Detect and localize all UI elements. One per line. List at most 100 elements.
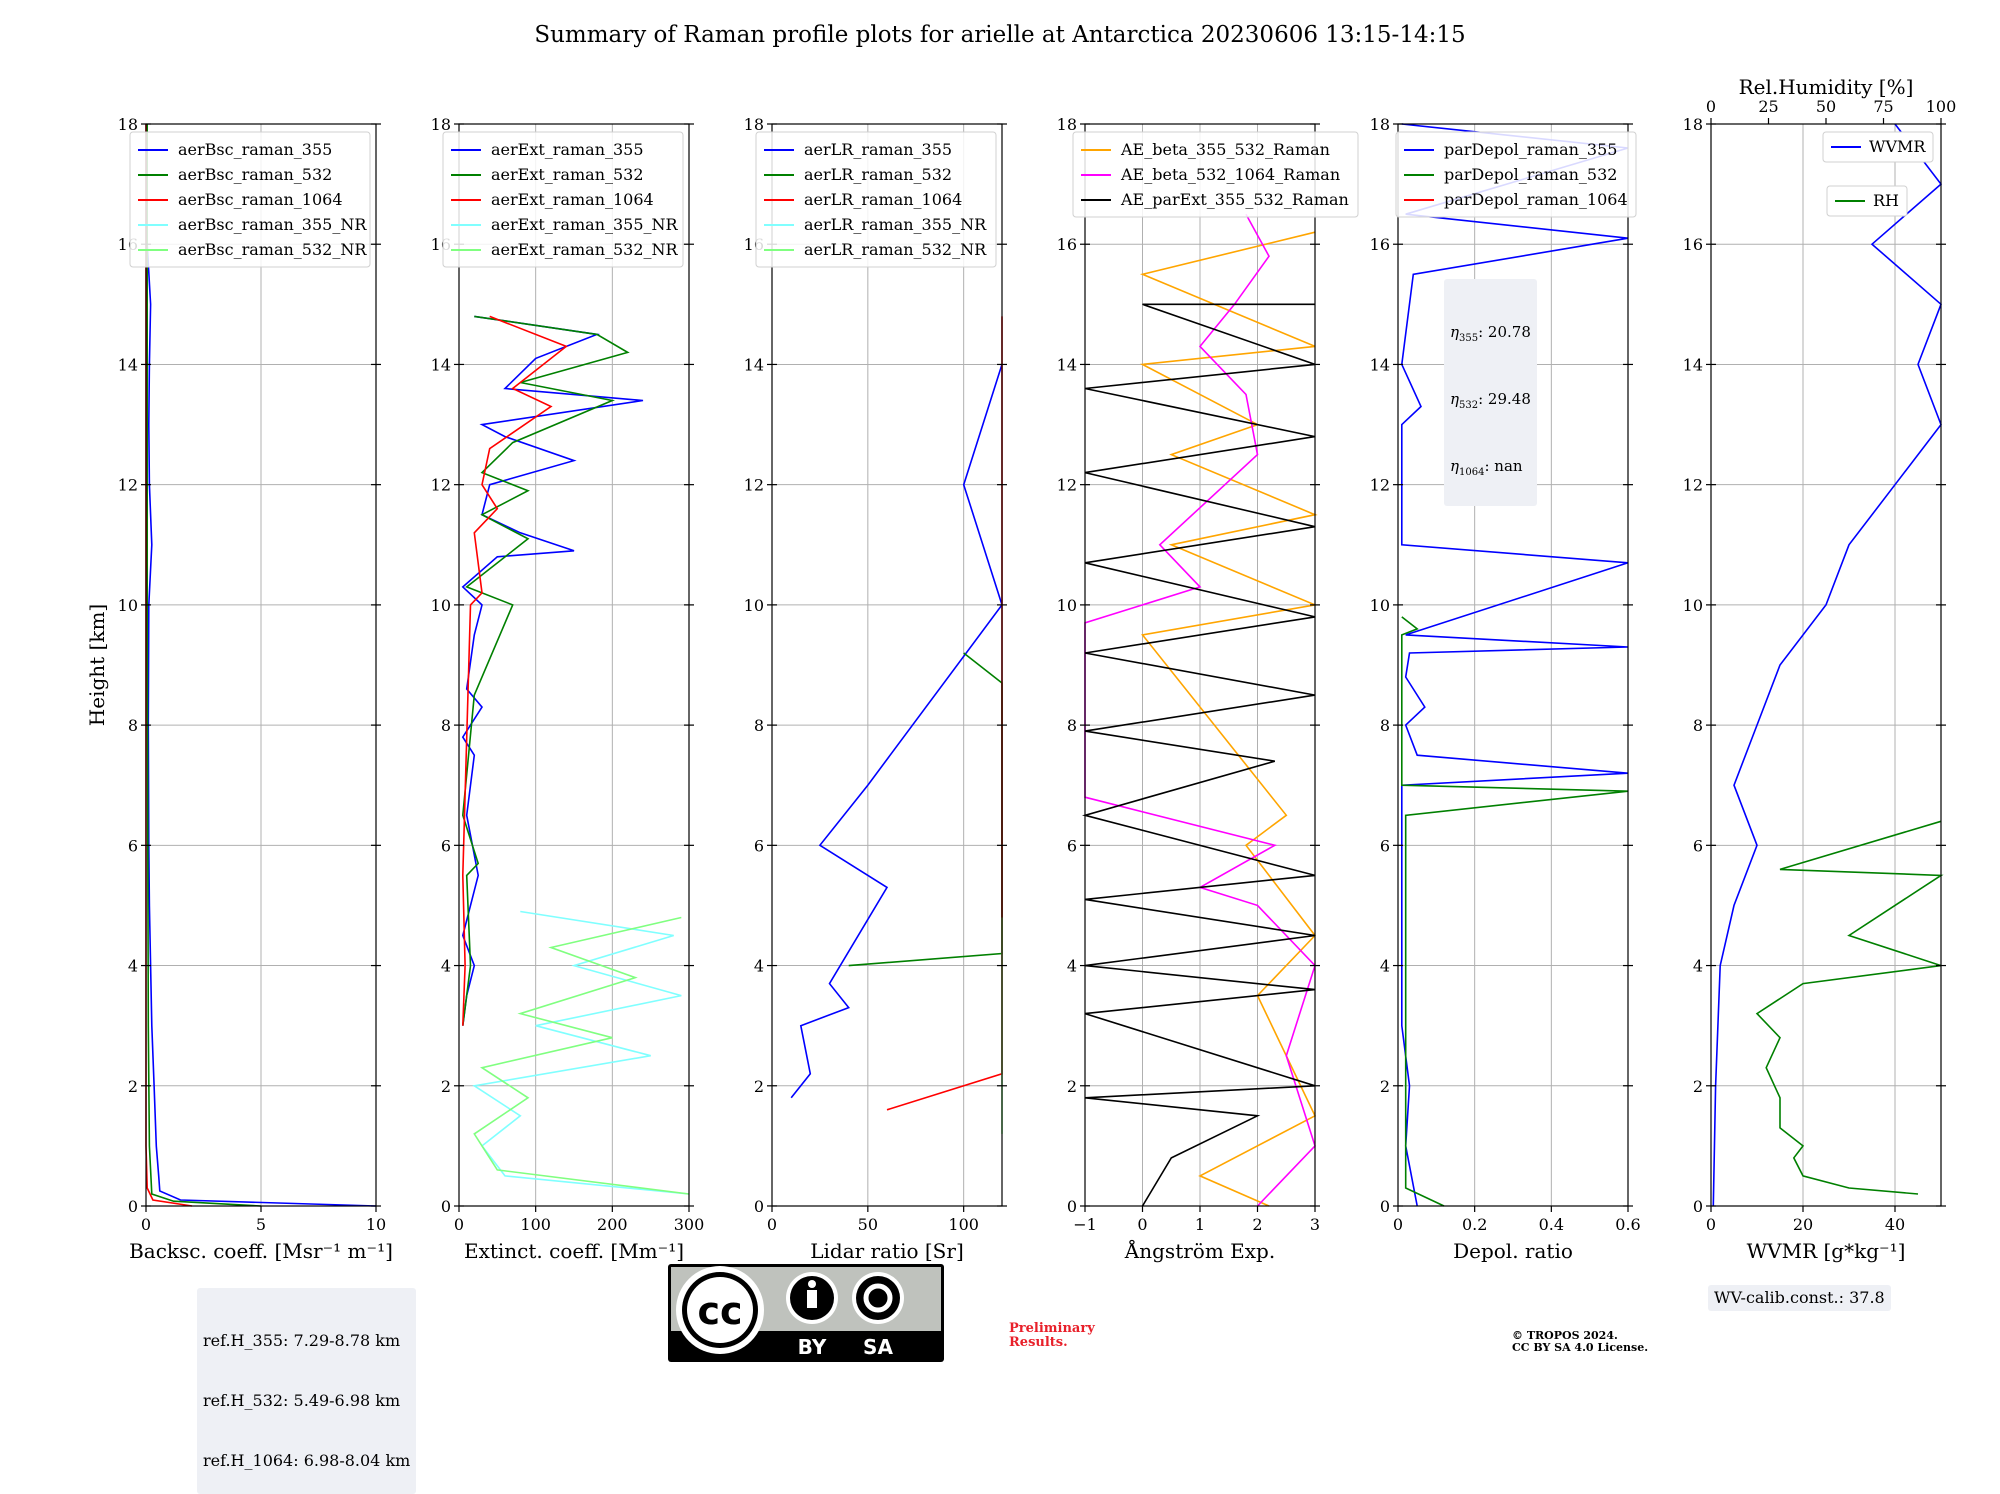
x-tick-label: 0 [1137,1215,1147,1234]
y-tick-label: 18 [431,115,451,134]
cc-by-sa-badge: cc BY SA [668,1264,944,1366]
y-tick-label: 12 [1057,476,1077,495]
plot-frame [1710,123,1942,1207]
x-axis-label: Depol. ratio [1453,1239,1573,1263]
legend-label-AE_parExt_355_532_Raman: AE_parExt_355_532_Raman [1120,190,1349,209]
plot-frame [771,123,1003,1207]
y-tick-label: 14 [1683,355,1703,374]
y-tick-label: 18 [118,115,138,134]
legend-label-WVMR: WVMR [1869,137,1926,156]
svg-text:cc: cc [697,1289,742,1333]
y-tick-label: 12 [1370,476,1390,495]
y-tick-label: 0 [754,1197,764,1216]
legend-label-RH: RH [1873,191,1899,210]
x-axis-label: WVMR [g*kg⁻¹] [1747,1239,1906,1263]
y-tick-label: 14 [744,355,764,374]
y-tick-label: 10 [744,596,764,615]
y-tick-label: 4 [1693,957,1703,976]
legend-label-aerLR_raman_355_NR: aerLR_raman_355_NR [804,215,987,234]
legend-label-aerBsc_raman_532_NR: aerBsc_raman_532_NR [178,240,367,259]
legend-label-aerBsc_raman_1064: aerBsc_raman_1064 [178,190,343,209]
series-line-aerExt_raman_355 [461,315,644,1026]
x-tick-label: 0 [1393,1215,1403,1234]
series-line-aerExt_raman_532_NR [473,916,690,1195]
series-line-aerLR_raman_1064 [886,316,1003,1111]
eta-1064: η1064: nan [1450,457,1523,478]
legend-label-aerExt_raman_1064: aerExt_raman_1064 [491,190,654,209]
y-tick-label: 8 [754,716,764,735]
legend-label-aerExt_raman_532_NR: aerExt_raman_532_NR [491,240,679,259]
x-tick-label: 0 [454,1215,464,1234]
series-line-AE_beta_355_532_Raman [1139,231,1318,1207]
y-tick-label: 10 [1370,596,1390,615]
top-x-tick-label: 75 [1873,97,1893,116]
y-tick-label: 8 [128,716,138,735]
series-line-aerExt_raman_532 [461,315,630,1026]
y-tick-label: 10 [431,596,451,615]
legend: parDepol_raman_355 parDepol_raman_532 parD… [1395,131,1637,218]
eta-1064-value: nan [1494,457,1523,475]
y-tick-label: 0 [128,1197,138,1216]
legend-label-parDepol_raman_1064: parDepol_raman_1064 [1444,190,1628,209]
x-axis-label: Extinct. coeff. [Mm⁻¹] [464,1239,684,1263]
series-line-aerLR_raman_532 [848,652,1003,967]
legend-label-aerBsc_raman_532: aerBsc_raman_532 [178,165,332,184]
y-tick-label: 12 [431,476,451,495]
y-tick-label: 14 [1370,355,1390,374]
y-tick-label: 8 [1067,716,1077,735]
legend: aerLR_raman_355 aerLR_raman_532 aerLR_rama… [755,131,997,268]
y-tick-label: 0 [1693,1197,1703,1216]
y-tick-label: 6 [754,836,764,855]
y-tick-label: 2 [1693,1077,1703,1096]
legend: AE_beta_355_532_Raman AE_beta_532_1064_Ra… [1072,131,1359,218]
ref-height-1064: ref.H_1064: 6.98-8.04 km [203,1451,411,1470]
x-tick-label: 300 [674,1215,705,1234]
x-tick-label: 40 [1885,1215,1905,1234]
top-x-tick-label: 100 [1926,97,1957,116]
eta-532-value: 29.48 [1487,390,1531,408]
legend-label-aerLR_raman_532_NR: aerLR_raman_532_NR [804,240,987,259]
y-tick-label: 12 [1683,476,1703,495]
legend-label-AE_beta_355_532_Raman: AE_beta_355_532_Raman [1120,140,1330,159]
wv-calib-box: WV-calib.const.: 37.8 [1708,1285,1891,1311]
y-tick-label: 4 [1380,957,1390,976]
y-tick-label: 4 [441,957,451,976]
legend-box [1826,185,1908,217]
legend-box [1395,131,1637,218]
y-tick-label: 10 [1057,596,1077,615]
x-tick-label: 0 [141,1215,151,1234]
top-x-tick-label: 50 [1816,97,1836,116]
x-tick-label: 0.4 [1539,1215,1564,1234]
series-line-aerExt_raman_1064 [461,315,568,1026]
y-tick-label: 16 [1683,235,1703,254]
legend-box [1072,131,1359,218]
y-tick-label: 6 [128,836,138,855]
y-tick-label: 0 [441,1197,451,1216]
y-tick-label: 8 [1380,716,1390,735]
x-tick-label: 10 [366,1215,386,1234]
y-tick-label: 4 [128,957,138,976]
y-tick-label: 16 [1370,235,1390,254]
preliminary-note: Preliminary Results. [1009,1322,1095,1350]
x-tick-label: 100 [520,1215,551,1234]
x-axis-label: Backsc. coeff. [Msr⁻¹ m⁻¹] [129,1239,393,1263]
copyright-line-2: CC BY SA 4.0 License. [1512,1341,1649,1354]
y-tick-label: 14 [1057,355,1077,374]
legend-box [755,131,997,268]
copyright-line-1: © TROPOS 2024. [1512,1329,1618,1342]
y-tick-label: 6 [1693,836,1703,855]
x-tick-label: 3 [1310,1215,1320,1234]
legend-label-aerLR_raman_355: aerLR_raman_355 [804,140,952,159]
y-tick-label: 4 [1067,957,1077,976]
legend-label-aerLR_raman_532: aerLR_raman_532 [804,165,952,184]
series-line-aerBsc_raman_532 [146,124,262,1207]
x-axis-label: Ångström Exp. [1124,1238,1275,1263]
y-tick-label: 6 [441,836,451,855]
preliminary-line-2: Results. [1009,1335,1068,1350]
y-tick-label: 16 [1057,235,1077,254]
y-tick-label: 18 [1057,115,1077,134]
y-tick-label: 2 [1067,1077,1077,1096]
